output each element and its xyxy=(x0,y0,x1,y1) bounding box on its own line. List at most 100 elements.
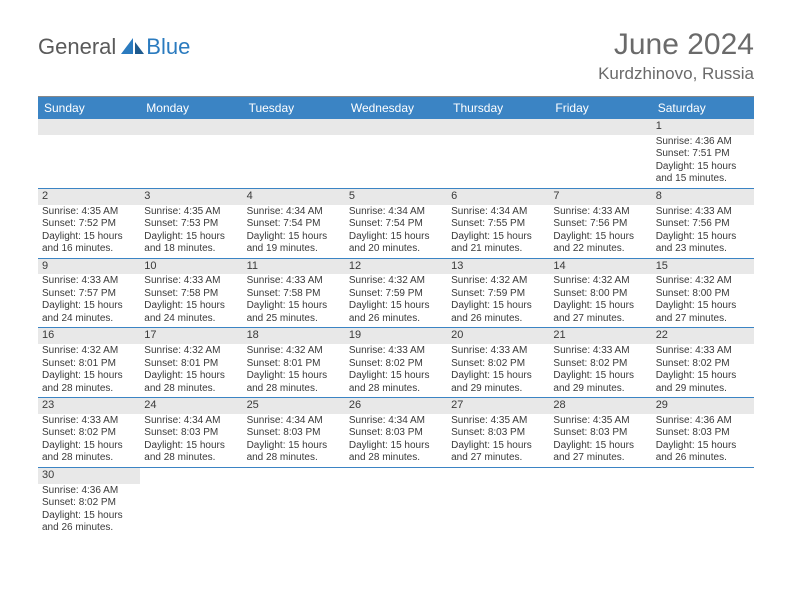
day-info: Sunrise: 4:33 AMSunset: 8:02 PMDaylight:… xyxy=(38,414,140,467)
day-cell: 28Sunrise: 4:35 AMSunset: 8:03 PMDayligh… xyxy=(549,398,651,467)
day-cell: 20Sunrise: 4:33 AMSunset: 8:02 PMDayligh… xyxy=(447,328,549,397)
empty-day-bar xyxy=(243,119,345,135)
day-d1: Daylight: 15 hours xyxy=(42,370,136,383)
day-number: 28 xyxy=(549,398,651,414)
day-sr: Sunrise: 4:32 AM xyxy=(451,275,545,288)
day-d2: and 27 minutes. xyxy=(656,313,750,326)
day-info: Sunrise: 4:35 AMSunset: 7:52 PMDaylight:… xyxy=(38,205,140,258)
week-row: 23Sunrise: 4:33 AMSunset: 8:02 PMDayligh… xyxy=(38,398,754,468)
day-d2: and 24 minutes. xyxy=(144,313,238,326)
day-sr: Sunrise: 4:35 AM xyxy=(451,415,545,428)
day-d2: and 25 minutes. xyxy=(247,313,341,326)
day-d1: Daylight: 15 hours xyxy=(42,510,136,523)
day-ss: Sunset: 7:58 PM xyxy=(247,288,341,301)
day-ss: Sunset: 8:02 PM xyxy=(349,358,443,371)
day-d1: Daylight: 15 hours xyxy=(451,300,545,313)
day-info: Sunrise: 4:34 AMSunset: 7:54 PMDaylight:… xyxy=(345,205,447,258)
day-cell: 4Sunrise: 4:34 AMSunset: 7:54 PMDaylight… xyxy=(243,189,345,258)
day-d2: and 28 minutes. xyxy=(42,452,136,465)
day-cell: 1Sunrise: 4:36 AMSunset: 7:51 PMDaylight… xyxy=(652,119,754,188)
day-d1: Daylight: 15 hours xyxy=(349,440,443,453)
day-sr: Sunrise: 4:33 AM xyxy=(553,345,647,358)
day-cell: 19Sunrise: 4:33 AMSunset: 8:02 PMDayligh… xyxy=(345,328,447,397)
day-d1: Daylight: 15 hours xyxy=(349,231,443,244)
day-cell: 15Sunrise: 4:32 AMSunset: 8:00 PMDayligh… xyxy=(652,259,754,328)
day-d1: Daylight: 15 hours xyxy=(144,370,238,383)
week-row: 30Sunrise: 4:36 AMSunset: 8:02 PMDayligh… xyxy=(38,468,754,537)
day-cell xyxy=(549,468,651,537)
day-ss: Sunset: 7:56 PM xyxy=(553,218,647,231)
day-d2: and 27 minutes. xyxy=(451,452,545,465)
week-row: 1Sunrise: 4:36 AMSunset: 7:51 PMDaylight… xyxy=(38,119,754,189)
day-d2: and 28 minutes. xyxy=(349,383,443,396)
day-cell: 13Sunrise: 4:32 AMSunset: 7:59 PMDayligh… xyxy=(447,259,549,328)
day-number: 4 xyxy=(243,189,345,205)
day-cell: 22Sunrise: 4:33 AMSunset: 8:02 PMDayligh… xyxy=(652,328,754,397)
day-d1: Daylight: 15 hours xyxy=(144,440,238,453)
day-d2: and 28 minutes. xyxy=(247,383,341,396)
empty-day-bar xyxy=(447,119,549,135)
day-ss: Sunset: 8:03 PM xyxy=(144,427,238,440)
day-d1: Daylight: 15 hours xyxy=(553,300,647,313)
day-cell xyxy=(345,119,447,188)
day-info: Sunrise: 4:36 AMSunset: 8:03 PMDaylight:… xyxy=(652,414,754,467)
day-info: Sunrise: 4:33 AMSunset: 8:02 PMDaylight:… xyxy=(345,344,447,397)
day-number: 24 xyxy=(140,398,242,414)
day-d1: Daylight: 15 hours xyxy=(247,300,341,313)
day-info: Sunrise: 4:32 AMSunset: 7:59 PMDaylight:… xyxy=(447,274,549,327)
day-number: 6 xyxy=(447,189,549,205)
day-cell: 10Sunrise: 4:33 AMSunset: 7:58 PMDayligh… xyxy=(140,259,242,328)
day-ss: Sunset: 8:01 PM xyxy=(247,358,341,371)
day-number: 27 xyxy=(447,398,549,414)
day-sr: Sunrise: 4:33 AM xyxy=(349,345,443,358)
day-d2: and 19 minutes. xyxy=(247,243,341,256)
day-number: 18 xyxy=(243,328,345,344)
day-d2: and 26 minutes. xyxy=(349,313,443,326)
day-d1: Daylight: 15 hours xyxy=(656,440,750,453)
day-cell: 16Sunrise: 4:32 AMSunset: 8:01 PMDayligh… xyxy=(38,328,140,397)
day-d2: and 26 minutes. xyxy=(42,522,136,535)
day-d2: and 29 minutes. xyxy=(656,383,750,396)
day-cell: 29Sunrise: 4:36 AMSunset: 8:03 PMDayligh… xyxy=(652,398,754,467)
day-sr: Sunrise: 4:32 AM xyxy=(656,275,750,288)
week-row: 16Sunrise: 4:32 AMSunset: 8:01 PMDayligh… xyxy=(38,328,754,398)
day-d1: Daylight: 15 hours xyxy=(349,370,443,383)
day-sr: Sunrise: 4:34 AM xyxy=(144,415,238,428)
day-cell: 27Sunrise: 4:35 AMSunset: 8:03 PMDayligh… xyxy=(447,398,549,467)
day-d2: and 15 minutes. xyxy=(656,173,750,186)
day-number: 7 xyxy=(549,189,651,205)
day-d2: and 23 minutes. xyxy=(656,243,750,256)
day-info: Sunrise: 4:34 AMSunset: 7:55 PMDaylight:… xyxy=(447,205,549,258)
day-info: Sunrise: 4:35 AMSunset: 7:53 PMDaylight:… xyxy=(140,205,242,258)
day-number: 2 xyxy=(38,189,140,205)
day-d1: Daylight: 15 hours xyxy=(553,370,647,383)
weekday-header: Thursday xyxy=(447,97,549,119)
day-number: 1 xyxy=(652,119,754,135)
day-number: 25 xyxy=(243,398,345,414)
day-sr: Sunrise: 4:34 AM xyxy=(451,206,545,219)
day-d2: and 27 minutes. xyxy=(553,452,647,465)
day-number: 29 xyxy=(652,398,754,414)
day-ss: Sunset: 8:02 PM xyxy=(656,358,750,371)
day-ss: Sunset: 7:54 PM xyxy=(247,218,341,231)
day-d2: and 16 minutes. xyxy=(42,243,136,256)
day-info: Sunrise: 4:33 AMSunset: 7:56 PMDaylight:… xyxy=(549,205,651,258)
day-cell: 25Sunrise: 4:34 AMSunset: 8:03 PMDayligh… xyxy=(243,398,345,467)
day-d1: Daylight: 15 hours xyxy=(144,300,238,313)
week-row: 2Sunrise: 4:35 AMSunset: 7:52 PMDaylight… xyxy=(38,189,754,259)
day-info: Sunrise: 4:35 AMSunset: 8:03 PMDaylight:… xyxy=(549,414,651,467)
day-number: 8 xyxy=(652,189,754,205)
day-cell xyxy=(243,119,345,188)
day-sr: Sunrise: 4:36 AM xyxy=(42,485,136,498)
weekday-header: Wednesday xyxy=(345,97,447,119)
day-number: 12 xyxy=(345,259,447,275)
day-ss: Sunset: 8:03 PM xyxy=(349,427,443,440)
day-number: 26 xyxy=(345,398,447,414)
weekday-header: Saturday xyxy=(652,97,754,119)
day-info: Sunrise: 4:34 AMSunset: 8:03 PMDaylight:… xyxy=(345,414,447,467)
empty-day-bar xyxy=(549,119,651,135)
day-info: Sunrise: 4:32 AMSunset: 8:00 PMDaylight:… xyxy=(549,274,651,327)
day-sr: Sunrise: 4:33 AM xyxy=(42,415,136,428)
day-d2: and 22 minutes. xyxy=(553,243,647,256)
month-year-title: June 2024 xyxy=(598,28,754,62)
